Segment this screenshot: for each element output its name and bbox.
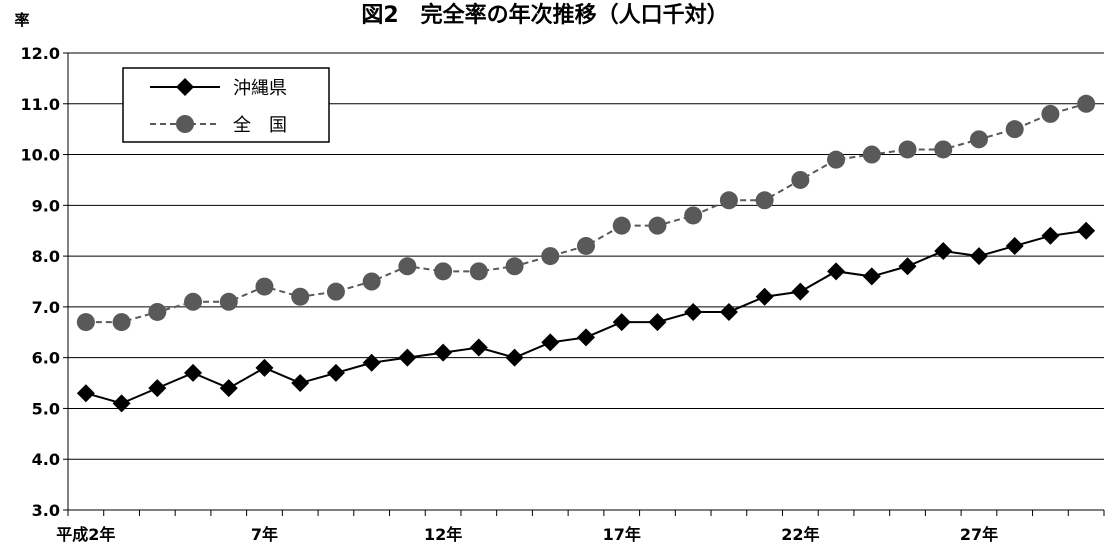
data-point	[719, 302, 738, 321]
data-point	[1005, 236, 1024, 255]
gridlines	[68, 52, 1104, 460]
data-point	[219, 292, 238, 311]
data-point	[934, 242, 953, 261]
series-line	[85, 229, 1087, 405]
y-tick-label: 9.0	[32, 196, 60, 215]
data-point	[76, 313, 95, 332]
data-point	[362, 272, 381, 291]
series-1	[76, 94, 1096, 332]
data-point	[434, 262, 453, 281]
chart-title: 図2 完全率の年次推移（人口千対）	[361, 2, 728, 28]
data-point	[827, 150, 846, 169]
y-tick-label: 8.0	[32, 247, 60, 266]
legend-label: 全 国	[233, 115, 287, 136]
data-point	[898, 257, 917, 276]
data-point	[112, 394, 131, 413]
data-point	[326, 282, 345, 301]
x-tick-label: 22年	[781, 525, 819, 544]
data-point	[898, 140, 917, 159]
data-point	[577, 328, 595, 347]
data-point	[219, 379, 238, 398]
data-point	[648, 313, 667, 332]
y-tick-label: 7.0	[32, 298, 60, 317]
x-tick-label: 12年	[424, 525, 462, 544]
data-point	[148, 302, 167, 321]
data-point	[684, 206, 703, 225]
data-point	[719, 191, 738, 210]
y-tick-label: 3.0	[32, 501, 60, 520]
legend-box	[122, 67, 330, 143]
data-point	[755, 287, 774, 306]
data-point	[469, 262, 488, 281]
data-point	[827, 262, 846, 281]
data-point	[1041, 226, 1060, 245]
y-tick-label: 11.0	[21, 95, 60, 114]
data-point	[791, 282, 810, 301]
data-point	[398, 257, 417, 276]
data-point	[612, 216, 631, 235]
data-point	[1077, 221, 1096, 240]
data-point	[469, 338, 488, 357]
data-point	[291, 287, 310, 306]
data-point	[112, 313, 131, 332]
data-point	[291, 374, 310, 393]
x-tick-label: 17年	[603, 525, 641, 544]
data-point	[791, 170, 810, 189]
series-0	[76, 221, 1096, 413]
legend-marker	[176, 115, 194, 133]
y-tick-label: 12.0	[21, 44, 60, 63]
data-point	[612, 313, 631, 332]
data-point	[326, 363, 345, 382]
data-point	[755, 191, 774, 210]
data-point	[1041, 104, 1060, 123]
data-point	[541, 247, 560, 266]
data-point	[1005, 120, 1024, 139]
data-point	[362, 353, 381, 372]
data-point	[1077, 94, 1096, 113]
data-point	[148, 379, 167, 398]
data-point	[398, 348, 417, 367]
y-axis-label: 率	[14, 11, 29, 29]
y-tick-label: 10.0	[21, 146, 60, 165]
data-point	[684, 302, 703, 321]
legend-marker	[176, 78, 194, 96]
data-point	[505, 348, 524, 367]
data-point	[862, 145, 881, 164]
y-tick-label: 4.0	[32, 450, 60, 469]
y-tick-label: 5.0	[32, 399, 60, 418]
data-point	[541, 333, 560, 352]
data-point	[934, 140, 953, 159]
legend-label: 沖縄県	[233, 78, 287, 99]
axes: 3.0 4.0 5.0 6.0 7.0 8.0 9.0 10.0 11.0 12.0 平成2年 7年 1…	[21, 44, 1105, 544]
data-point	[577, 236, 595, 255]
data-point	[969, 130, 988, 149]
x-tick-label: 7年	[251, 525, 278, 544]
x-tick-label: 27年	[960, 525, 998, 544]
data-point	[255, 358, 274, 377]
data-point	[184, 292, 203, 311]
data-point	[648, 216, 667, 235]
data-point	[505, 257, 524, 276]
data-point	[434, 343, 453, 362]
data-point	[862, 267, 881, 286]
data-point	[76, 384, 95, 403]
x-tick-label: 平成2年	[56, 525, 115, 544]
data-point	[184, 363, 203, 382]
series-layer	[76, 94, 1096, 413]
data-point	[969, 247, 988, 266]
data-point	[255, 277, 274, 296]
y-tick-label: 6.0	[32, 349, 60, 368]
